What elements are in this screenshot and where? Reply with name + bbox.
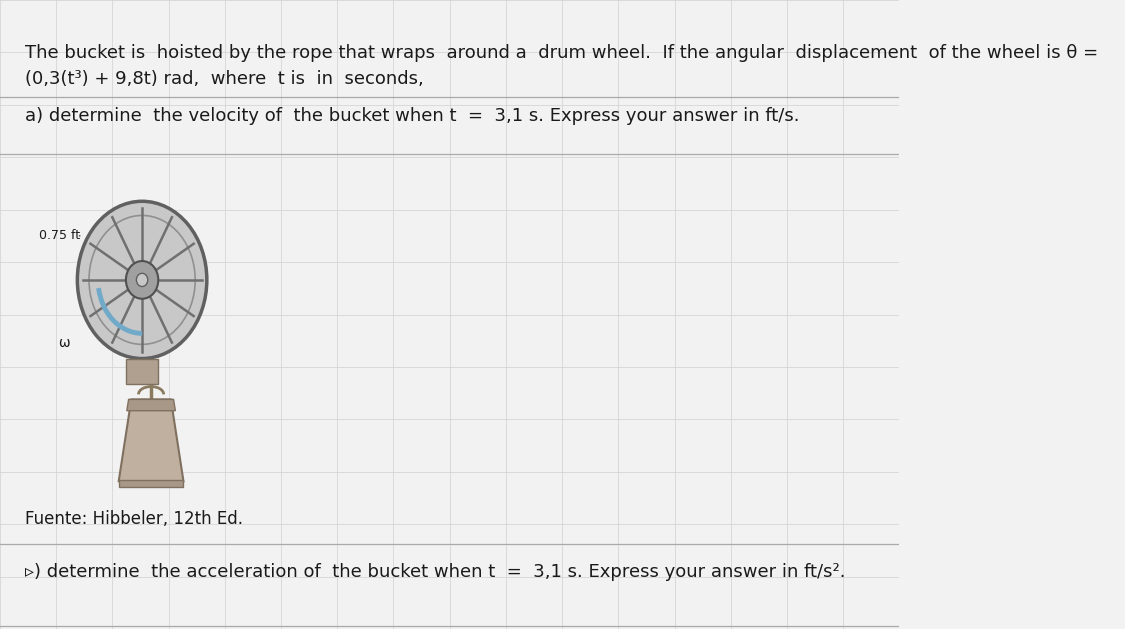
Text: Fuente: Hibbeler, 12th Ed.: Fuente: Hibbeler, 12th Ed. [25,510,243,528]
Ellipse shape [126,261,159,299]
Text: (0,3(t³) + 9,8t) rad,  where  t is  in  seconds,: (0,3(t³) + 9,8t) rad, where t is in seco… [25,70,424,87]
Text: ▹) determine  the acceleration of  the bucket when t  =  3,1 s. Express your ans: ▹) determine the acceleration of the buc… [25,564,846,581]
Polygon shape [119,399,183,481]
Bar [126,359,159,384]
Text: The bucket is  hoisted by the rope that wraps  around a  drum wheel.  If the ang: The bucket is hoisted by the rope that w… [25,45,1098,62]
Text: a) determine  the velocity of  the bucket when t  =  3,1 s. Express your answer : a) determine the velocity of the bucket … [25,108,800,125]
Ellipse shape [136,273,147,286]
Ellipse shape [78,201,207,359]
Bar [119,480,183,487]
Text: ω: ω [58,336,70,350]
Text: 0.75 ft: 0.75 ft [38,230,80,242]
Polygon shape [127,399,176,411]
